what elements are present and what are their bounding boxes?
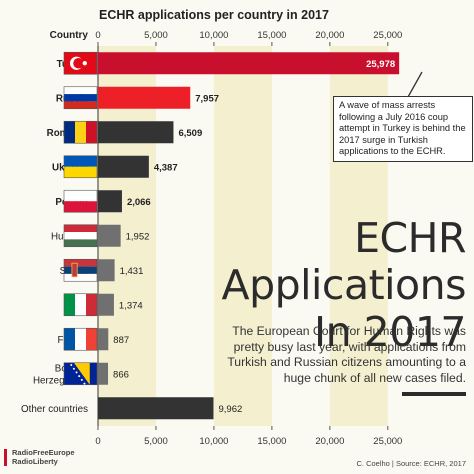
ukraine-flag-icon: [63, 155, 98, 179]
bar-row: Serbia1,431: [60, 258, 144, 282]
bar: [98, 121, 174, 144]
bar: [98, 293, 114, 316]
value-label: 1,374: [119, 300, 143, 311]
x-tick-label-bottom: 15,000: [257, 436, 286, 447]
x-tick-label-top: 20,000: [315, 30, 344, 41]
bar-row: Ukraine4,387: [52, 155, 178, 179]
x-tick-label-top: 5,000: [144, 30, 168, 41]
bar: [98, 362, 109, 385]
logo-line-1: RadioFreeEurope: [12, 448, 75, 457]
value-label: 866: [113, 369, 129, 380]
annotation-pointer: [407, 71, 423, 98]
country-header: Country: [50, 30, 89, 41]
headline-line-1: ECHR: [354, 214, 466, 262]
bar-row: Turkey25,978: [57, 51, 400, 75]
grid-band: [213, 46, 272, 426]
bar-row: Hungary1,952: [51, 224, 150, 248]
bar-row: Poland2,066: [55, 189, 151, 213]
bar-row: Romania6,509: [47, 120, 202, 144]
subtitle-rule: [402, 392, 466, 396]
russia-flag-icon: [63, 86, 98, 110]
headline: ECHR Applications In 2017: [206, 214, 467, 356]
x-tick-label-bottom: 0: [95, 436, 100, 447]
value-label: 6,509: [178, 128, 202, 139]
x-tick-label-top: 10,000: [199, 30, 228, 41]
value-label: 7,957: [195, 93, 219, 104]
x-axis-top: 0 5,000 10,000 15,000 20,000 25,000: [95, 30, 402, 46]
bar-rows: Turkey25,978 Russia7,957 Romania6,509 Ukrai…: [21, 51, 423, 420]
x-tick-label-top: 25,000: [373, 30, 402, 41]
bar: [98, 328, 109, 351]
headline-line-2: Applications: [221, 261, 467, 309]
rferl-logo: RadioFreeEurope RadioLiberty: [4, 448, 75, 466]
bar: [98, 190, 122, 213]
italy-flag-icon: [63, 293, 98, 317]
bar-row: Italy1,374: [63, 293, 143, 317]
x-tick-label-top: 0: [95, 30, 100, 41]
value-label: 25,978: [366, 59, 395, 70]
bar: [98, 52, 400, 75]
bar: [98, 397, 214, 420]
credit: C. Coelho | Source: ECHR, 2017: [356, 459, 466, 468]
bar-row: Other countries 9,962: [21, 397, 242, 420]
x-axis-bottom: 0 5,000 10,000 15,000 20,000 25,000: [95, 426, 402, 447]
x-tick-label-bottom: 5,000: [144, 436, 168, 447]
category-label: Other countries: [21, 404, 88, 415]
bar-row: France887: [58, 327, 129, 351]
value-label: 887: [113, 335, 129, 346]
turkey-flag-icon: [63, 51, 98, 75]
bosnia-flag-icon: [63, 362, 98, 386]
turkey-annotation: A wave of mass arrests following a July …: [333, 96, 473, 162]
bar: [98, 86, 191, 109]
x-tick-label-bottom: 10,000: [199, 436, 228, 447]
bar-row: Russia7,957: [56, 86, 219, 110]
value-label: 1,952: [126, 231, 150, 242]
x-tick-label-top: 15,000: [257, 30, 286, 41]
bar: [98, 155, 149, 178]
headline-line-3: In 2017: [314, 308, 466, 356]
bar: [98, 259, 115, 282]
x-tick-label-bottom: 25,000: [373, 436, 402, 447]
value-label: 2,066: [127, 197, 151, 208]
value-label: 1,431: [120, 266, 144, 277]
france-flag-icon: [63, 327, 98, 351]
hungary-flag-icon: [63, 224, 98, 248]
romania-flag-icon: [63, 120, 98, 144]
value-label: 4,387: [154, 162, 178, 173]
subtitle: The European Court for Human Rights was …: [227, 324, 466, 385]
chart-title: ECHR applications per country in 2017: [99, 8, 329, 22]
poland-flag-icon: [63, 189, 98, 213]
logo-line-2: RadioLiberty: [12, 456, 58, 466]
value-label: 9,962: [218, 404, 242, 415]
x-tick-label-bottom: 20,000: [315, 436, 344, 447]
bar: [98, 224, 121, 247]
serbia-flag-icon: [63, 258, 98, 282]
